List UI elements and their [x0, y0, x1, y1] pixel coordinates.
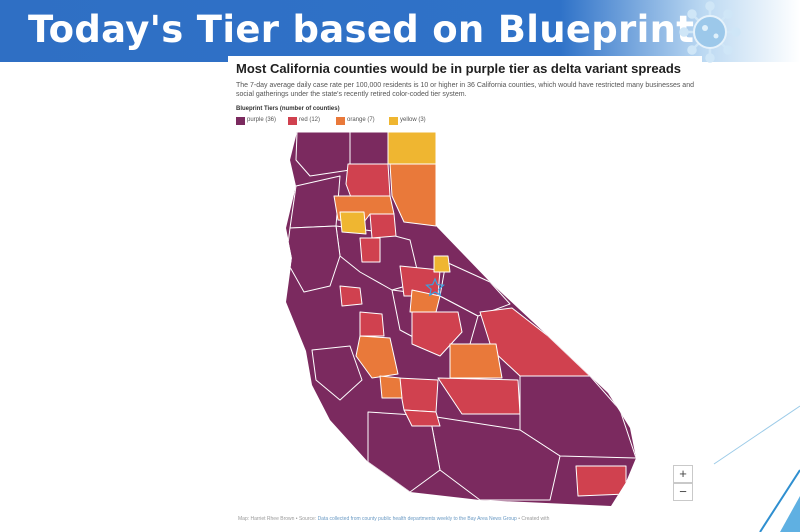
legend-swatch-purple: [236, 117, 245, 125]
county-orange-sb[interactable]: [379, 375, 403, 399]
title-banner: Today's Tier based on Blueprint: [0, 0, 800, 63]
star-icon: [425, 277, 445, 297]
zoom-out-button[interactable]: −: [673, 483, 693, 501]
zoom-in-button[interactable]: +: [673, 465, 693, 483]
county-orange-central[interactable]: [449, 343, 503, 379]
decorative-lines: [713, 405, 800, 532]
county-red-north[interactable]: [345, 163, 391, 201]
virus-icon: [679, 1, 741, 63]
county-red-bay-1[interactable]: [339, 285, 363, 307]
map-description: The 7-day average daily case rate per 10…: [236, 82, 694, 98]
credit-source-link[interactable]: Data collected from county public health…: [317, 516, 517, 522]
legend-label-red: red (12): [299, 117, 321, 123]
legend-title: Blueprint Tiers (number of counties): [236, 106, 340, 112]
credit-text: Map: Harriet Rhee Brown • Source:: [238, 516, 318, 522]
county-red-imperial[interactable]: [575, 465, 627, 497]
county-red-bay-2[interactable]: [359, 311, 385, 337]
legend-swatch-red: [288, 117, 297, 125]
county-purple-bay[interactable]: [286, 225, 341, 293]
county-purple-northwest[interactable]: [295, 132, 351, 177]
legend-swatch-orange: [336, 117, 345, 125]
county-red-central-north[interactable]: [369, 213, 397, 239]
credit-suffix: • Created with: [516, 516, 550, 522]
county-red-coast-south[interactable]: [397, 377, 439, 413]
county-red-south-central[interactable]: [437, 377, 521, 415]
county-yellow-alpine[interactable]: [433, 255, 451, 273]
legend-label-orange: orange (7): [347, 117, 375, 123]
county-red-ventura[interactable]: [403, 409, 441, 427]
legend-label-purple: purple (36): [247, 117, 277, 123]
legend-label-yellow: yellow (3): [400, 117, 426, 123]
legend-swatch-yellow: [389, 117, 398, 125]
map-credit: Map: Harriet Rhee Brown • Source: Data c…: [238, 516, 549, 522]
county-red-lake[interactable]: [359, 237, 381, 263]
map-headline: Most California counties would be in pur…: [236, 61, 681, 76]
slide-title: Today's Tier based on Blueprint: [28, 8, 695, 51]
county-yellow-north-central[interactable]: [339, 211, 367, 235]
county-yellow-northeast[interactable]: [387, 132, 437, 165]
county-purple-central-coast[interactable]: [311, 345, 363, 401]
